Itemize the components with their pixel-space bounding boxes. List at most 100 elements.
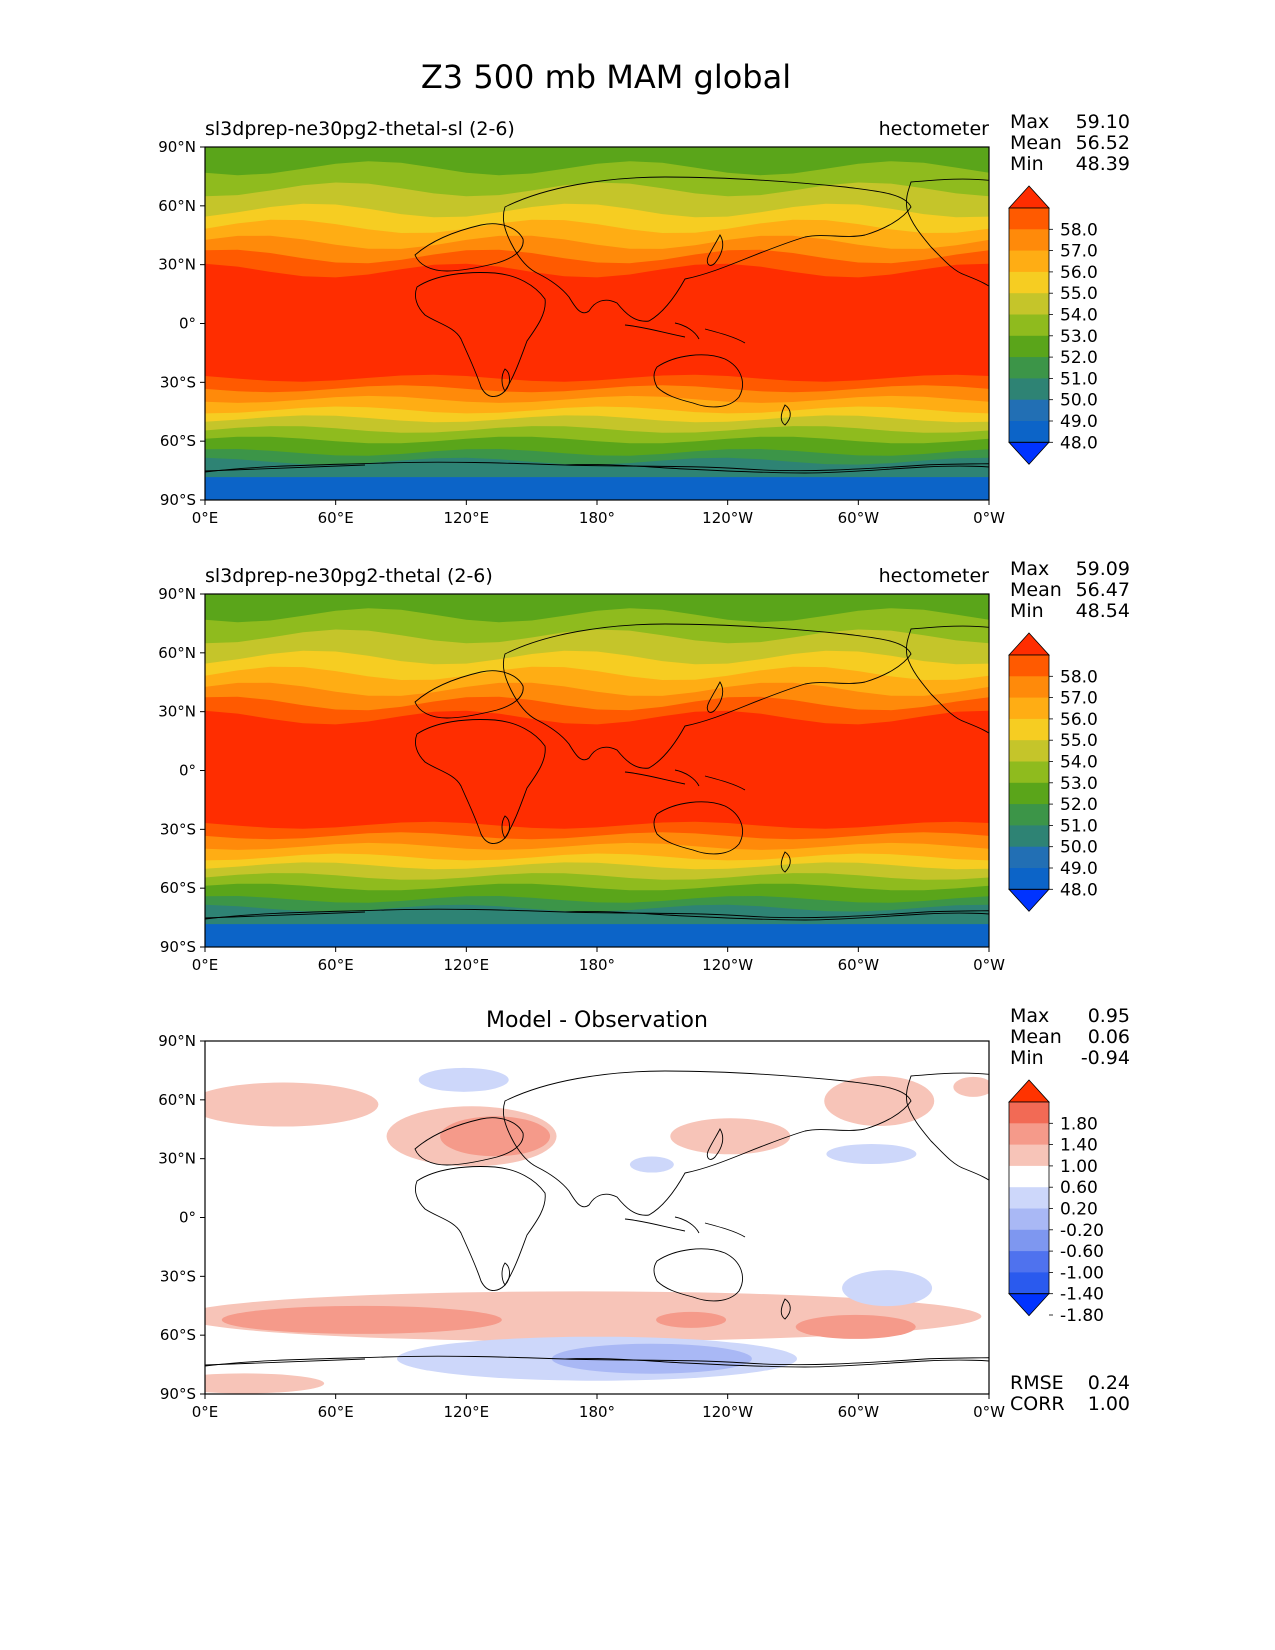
lon-tick-label: 120°E — [444, 509, 490, 527]
lat-tick-label: 0° — [179, 315, 196, 333]
contour-band-7 — [205, 710, 989, 836]
colorbar-segment — [1009, 804, 1049, 826]
colorbar-label: 50.0 — [1060, 838, 1098, 858]
colorbar-segment — [1009, 1165, 1049, 1188]
stat-label-mean: Mean — [1010, 132, 1062, 154]
lon-tick-label: 60°W — [838, 956, 880, 974]
colorbar-segment — [1009, 676, 1049, 699]
stat-value-min: -0.94 — [1081, 1047, 1130, 1069]
colorbar-segment — [1009, 868, 1049, 890]
anomaly-region-8 — [826, 1143, 917, 1164]
anomaly-region-4 — [670, 1118, 791, 1155]
stat-value-max: 0.95 — [1088, 1005, 1130, 1027]
stat-label-mean: Mean — [1010, 579, 1062, 601]
colorbar: 58.057.056.055.054.053.052.051.050.049.0… — [1008, 632, 1098, 912]
colorbar-frame — [1008, 1101, 1050, 1295]
colorbar-label: 53.0 — [1060, 774, 1098, 794]
lon-tick-label: 120°W — [702, 1403, 753, 1421]
colorbar-label: 58.0 — [1060, 667, 1098, 687]
colorbar-segment — [1009, 697, 1049, 720]
lat-tick-label: 30°N — [158, 256, 196, 274]
lat-tick-label: 60°N — [158, 197, 196, 215]
lon-tick-label: 180° — [579, 509, 615, 527]
anomaly-region-3 — [440, 1116, 551, 1157]
colorbar-label: 52.0 — [1060, 348, 1098, 368]
lat-tick-label: 0° — [179, 1209, 196, 1227]
anomaly-region-12 — [795, 1314, 916, 1339]
colorbar-extend-bottom — [1008, 888, 1050, 912]
colorbar-frame — [1008, 654, 1050, 890]
colorbar-segment — [1009, 718, 1049, 741]
lat-tick-label: 60°S — [160, 879, 196, 897]
lat-tick-label: 90°N — [158, 585, 196, 603]
lat-tick-label: 60°S — [160, 1326, 196, 1344]
stat-value-mean: 56.47 — [1076, 579, 1130, 601]
panel-left-label: sl3dprep-ne30pg2-thetal-sl (2-6) — [205, 118, 515, 140]
colorbar-label: 48.0 — [1060, 433, 1098, 453]
anomaly-region-0 — [205, 1082, 379, 1127]
colorbar-segment — [1009, 1123, 1049, 1146]
colorbar: 1.801.401.000.600.20-0.20-0.60-1.00-1.40… — [1008, 1079, 1104, 1326]
colorbar-label: 48.0 — [1060, 880, 1098, 900]
anomaly-region-1 — [953, 1076, 989, 1097]
stat-label-min: Min — [1010, 153, 1044, 175]
colorbar-label: 49.0 — [1060, 859, 1098, 879]
anomaly-region-5 — [824, 1076, 935, 1127]
colorbar-segment — [1009, 1187, 1049, 1209]
panel-center-label: Model - Observation — [486, 1008, 708, 1033]
colorbar-segment — [1009, 335, 1049, 358]
contour-band-7 — [205, 263, 989, 389]
lon-tick-label: 0°W — [973, 956, 1005, 974]
lat-tick-label: 0° — [179, 762, 196, 780]
colorbar-label: -1.80 — [1060, 1306, 1104, 1326]
lon-tick-label: 0°E — [192, 956, 219, 974]
colorbar-segment — [1009, 314, 1049, 337]
lon-tick-label: 0°E — [192, 509, 219, 527]
panel-units-label: hectometer — [879, 565, 990, 587]
colorbar: 58.057.056.055.054.053.052.051.050.049.0… — [1008, 185, 1098, 465]
anomaly-region-16 — [842, 1270, 933, 1307]
lat-tick-label: 60°N — [158, 1091, 196, 1109]
colorbar-label: 49.0 — [1060, 412, 1098, 432]
lon-tick-label: 60°W — [838, 1403, 880, 1421]
lon-tick-label: 120°W — [702, 956, 753, 974]
lat-tick-label: 60°N — [158, 644, 196, 662]
colorbar-segment — [1009, 1272, 1049, 1295]
colorbar-label: 50.0 — [1060, 391, 1098, 411]
colorbar-segment — [1009, 782, 1049, 805]
colorbar-label: -0.20 — [1060, 1221, 1104, 1241]
lon-tick-label: 60°E — [318, 956, 354, 974]
lon-tick-label: 0°E — [192, 1403, 219, 1421]
stat-label-min: Min — [1010, 1047, 1044, 1069]
colorbar-extend-top — [1008, 185, 1050, 209]
colorbar-segment — [1009, 1144, 1049, 1167]
colorbar-segment — [1009, 1208, 1049, 1231]
figure-title: Z3 500 mb MAM global — [421, 58, 791, 96]
colorbar-extend-bottom — [1008, 441, 1050, 465]
map-panel-diff — [205, 1041, 989, 1394]
lat-tick-label: 90°N — [158, 138, 196, 156]
stat-label-max: Max — [1010, 558, 1049, 580]
colorbar-segment — [1009, 1102, 1049, 1124]
lon-tick-label: 180° — [579, 956, 615, 974]
lat-tick-label: 90°S — [160, 491, 196, 509]
stat-label-min: Min — [1010, 600, 1044, 622]
anomaly-region-6 — [418, 1067, 509, 1092]
colorbar-label: 55.0 — [1060, 731, 1098, 751]
stat-label-max: Max — [1010, 1005, 1049, 1027]
colorbar-label: 55.0 — [1060, 284, 1098, 304]
colorbar-label: 0.20 — [1060, 1200, 1098, 1220]
colorbar-segment — [1009, 421, 1049, 443]
colorbar-segment — [1009, 655, 1049, 677]
lat-tick-label: 30°N — [158, 703, 196, 721]
stat-value-rmse: 0.24 — [1088, 1372, 1130, 1394]
colorbar-label: 51.0 — [1060, 816, 1098, 836]
colorbar-extend-top — [1008, 1079, 1050, 1103]
colorbar-frame — [1008, 207, 1050, 443]
lon-tick-label: 180° — [579, 1403, 615, 1421]
lon-tick-label: 120°E — [444, 1403, 490, 1421]
stat-value-corr: 1.00 — [1088, 1393, 1130, 1415]
colorbar-segment — [1009, 761, 1049, 784]
colorbar-label: 1.00 — [1060, 1157, 1098, 1177]
contour-band-17 — [205, 924, 989, 947]
